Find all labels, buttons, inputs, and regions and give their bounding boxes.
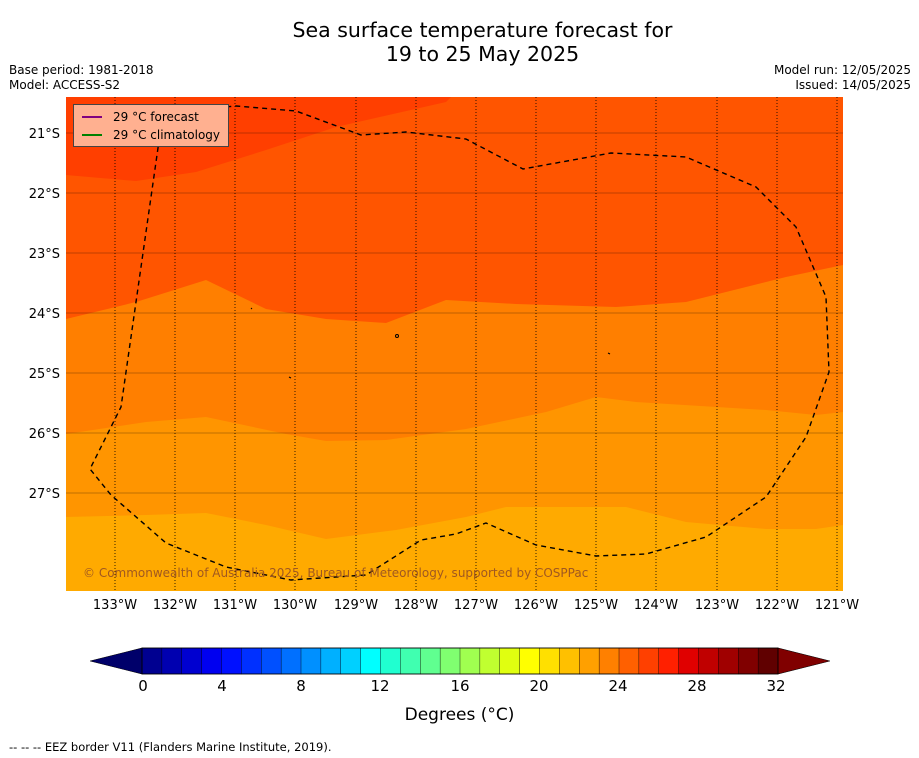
colorbar-tick: 16 <box>450 677 470 695</box>
colorbar-tick: 24 <box>608 677 628 695</box>
colorbar <box>90 647 830 675</box>
model-name: Model: ACCESS-S2 <box>9 78 121 92</box>
colorbar-cell <box>201 647 222 675</box>
meta-left: Base period: 1981-2018 Model: ACCESS-S2 <box>9 63 154 93</box>
legend-forecast: 29 °C forecast <box>82 108 199 126</box>
lon-label: 131°W <box>212 598 258 613</box>
colorbar-cells <box>141 647 779 675</box>
lon-label: 124°W <box>633 598 679 613</box>
lat-label: 26°S <box>28 427 60 442</box>
meta-right: Model run: 12/05/2025 Issued: 14/05/2025 <box>774 63 911 93</box>
colorbar-cell <box>519 647 540 675</box>
lon-label: 133°W <box>92 598 138 613</box>
lon-label: 127°W <box>453 598 499 613</box>
page-title: Sea surface temperature forecast for 19 … <box>0 18 919 66</box>
colorbar-cell <box>618 647 640 675</box>
title-line-1: Sea surface temperature forecast for <box>292 18 673 42</box>
lat-label: 25°S <box>28 367 60 382</box>
colorbar-right-arrow <box>777 647 830 675</box>
lat-label: 23°S <box>28 247 60 262</box>
sst-map <box>66 97 843 591</box>
legend-climatology-label: 29 °C climatology <box>113 128 221 142</box>
colorbar-cell <box>738 647 759 675</box>
colorbar-cell <box>559 647 580 675</box>
lon-label: 121°W <box>814 598 860 613</box>
colorbar-cell <box>161 647 183 675</box>
lon-label: 126°W <box>513 598 559 613</box>
colorbar-cell <box>539 647 560 675</box>
issued-date: Issued: 14/05/2025 <box>795 78 911 92</box>
colorbar-tick: 4 <box>217 677 227 695</box>
eez-border <box>89 105 830 581</box>
colorbar-cell <box>718 647 739 675</box>
lon-gridlines <box>114 97 838 591</box>
colorbar-frame <box>141 647 779 675</box>
colorbar-cell <box>757 647 779 675</box>
colorbar-tick: 12 <box>370 677 390 695</box>
colorbar-cell <box>400 647 421 675</box>
colorbar-cell <box>459 647 481 675</box>
colorbar-cell <box>658 647 680 675</box>
colorbar-cell <box>499 647 521 675</box>
lat-label: 24°S <box>28 307 60 322</box>
colorbar-cell <box>479 647 501 675</box>
lon-label: 129°W <box>333 598 379 613</box>
model-run: Model run: 12/05/2025 <box>773 63 911 77</box>
colorbar-tick: 8 <box>296 677 306 695</box>
colorbar-cell <box>141 647 163 675</box>
climatology-line-swatch <box>82 134 102 136</box>
footer-note: -- -- -- EEZ border V11 (Flanders Marine… <box>9 740 332 754</box>
colorbar-tick: 32 <box>766 677 786 695</box>
lon-label: 128°W <box>393 598 439 613</box>
lon-label: 122°W <box>754 598 800 613</box>
lon-label: 125°W <box>573 598 619 613</box>
colorbar-cell <box>221 647 242 675</box>
colorbar-tick: 0 <box>138 677 148 695</box>
colorbar-tick: 20 <box>529 677 549 695</box>
colorbar-tick: 28 <box>687 677 707 695</box>
base-period: Base period: 1981-2018 <box>9 63 154 77</box>
colorbar-cell <box>598 647 620 675</box>
islands <box>250 307 611 379</box>
forecast-line-swatch <box>82 116 102 118</box>
colorbar-cell <box>439 647 461 675</box>
title-line-2: 19 to 25 May 2025 <box>385 42 580 66</box>
colorbar-cell <box>280 647 302 675</box>
colorbar-cell <box>181 647 203 675</box>
colorbar-left-arrow <box>90 647 143 675</box>
colorbar-cell <box>360 647 381 675</box>
colorbar-cell <box>340 647 362 675</box>
colorbar-cell <box>241 647 262 675</box>
colorbar-title: Degrees (°C) <box>404 705 515 725</box>
lon-label: 130°W <box>272 598 318 613</box>
colorbar-cell <box>678 647 699 675</box>
colorbar-cell <box>638 647 660 675</box>
copyright-notice: © Commonwealth of Australia 2025, Bureau… <box>83 566 589 580</box>
lon-label: 123°W <box>694 598 740 613</box>
legend: 29 °C forecast 29 °C climatology <box>73 104 229 147</box>
lon-label: 132°W <box>152 598 198 613</box>
lat-label: 21°S <box>28 127 60 142</box>
colorbar-cell <box>261 647 282 675</box>
colorbar-cell <box>698 647 719 675</box>
colorbar-cell <box>300 647 322 675</box>
colorbar-cell <box>320 647 342 675</box>
legend-forecast-label: 29 °C forecast <box>113 110 199 124</box>
colorbar-cell <box>380 647 401 675</box>
lat-label: 27°S <box>28 487 60 502</box>
legend-climatology: 29 °C climatology <box>82 126 220 144</box>
colorbar-cell <box>579 647 600 675</box>
band-25-26 <box>66 507 843 591</box>
colorbar-cell <box>420 647 441 675</box>
lat-label: 22°S <box>28 187 60 202</box>
